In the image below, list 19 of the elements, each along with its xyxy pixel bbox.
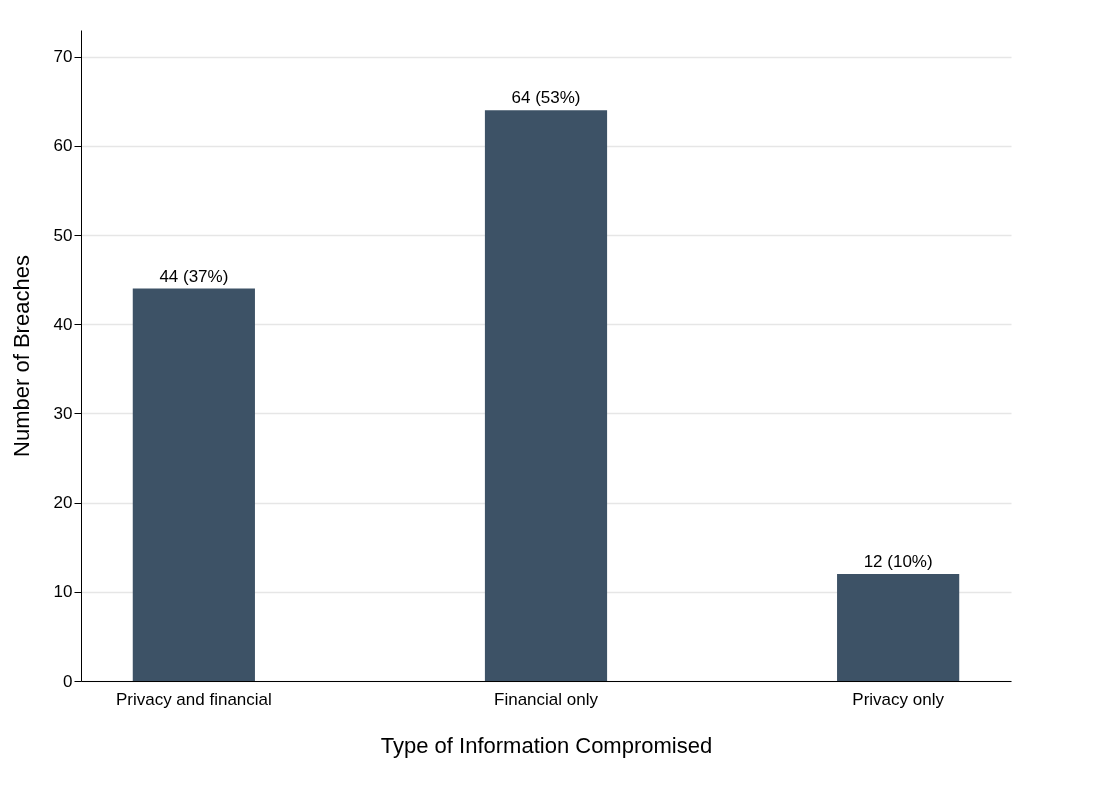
y-axis-title: Number of Breaches <box>8 255 34 457</box>
x-axis-title: Type of Information Compromised <box>380 732 713 758</box>
data-label: 12 (10%) <box>863 551 933 571</box>
x-tick-label: Financial only <box>494 689 599 709</box>
bar <box>837 573 960 681</box>
data-label: 44 (37%) <box>159 266 229 286</box>
y-tick-label: 70 <box>53 47 73 67</box>
y-tick-label: 20 <box>53 493 73 513</box>
y-tick-label: 40 <box>53 314 73 334</box>
x-tick-label: Privacy and financial <box>115 689 272 709</box>
y-tick-label: 30 <box>53 403 73 423</box>
y-tick-label: 0 <box>63 671 73 691</box>
bar <box>132 288 255 681</box>
x-tick-label: Privacy only <box>852 689 945 709</box>
data-label: 64 (53%) <box>511 88 581 108</box>
bar <box>484 110 608 681</box>
y-tick-label: 50 <box>53 225 73 245</box>
y-tick-label: 10 <box>53 582 73 602</box>
y-tick-label: 60 <box>53 136 73 156</box>
